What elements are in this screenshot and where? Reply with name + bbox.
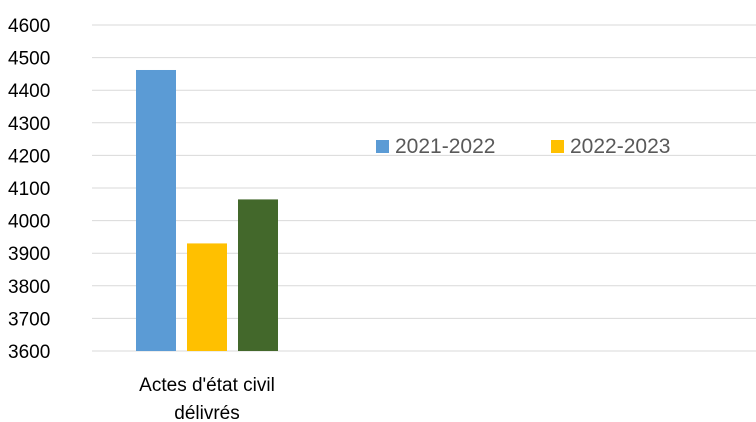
y-tick-label: 3900 — [8, 244, 50, 265]
bar-series-3 — [238, 199, 278, 351]
bars — [136, 69, 278, 351]
y-tick-label: 4500 — [8, 49, 50, 70]
category-label: délivrés — [174, 403, 239, 422]
y-axis: 3600 3700 3800 3900 4000 4100 4200 4300 4400 4500… — [8, 16, 50, 363]
legend-label: 2022-2023 — [570, 135, 670, 158]
y-tick-label: 4300 — [8, 114, 50, 135]
y-tick-label: 3700 — [8, 309, 50, 330]
y-tick-label: 4100 — [8, 179, 50, 200]
legend-swatch — [376, 140, 389, 153]
legend-label: 2021-2022 — [395, 135, 495, 158]
y-tick-label: 3600 — [8, 342, 50, 363]
bar-series-2 — [187, 243, 227, 351]
category-label: Actes d'état civil — [139, 375, 275, 396]
y-tick-label: 4600 — [8, 16, 50, 37]
legend-swatch — [551, 140, 564, 153]
y-tick-label: 4000 — [8, 212, 50, 233]
y-tick-label: 3800 — [8, 277, 50, 298]
x-axis: Actes d'état civil délivrés — [139, 375, 275, 422]
y-tick-label: 4400 — [8, 81, 50, 102]
legend: 2021-2022 2022-2023 — [376, 135, 670, 158]
bar-series-1 — [136, 69, 176, 351]
y-tick-label: 4200 — [8, 146, 50, 167]
